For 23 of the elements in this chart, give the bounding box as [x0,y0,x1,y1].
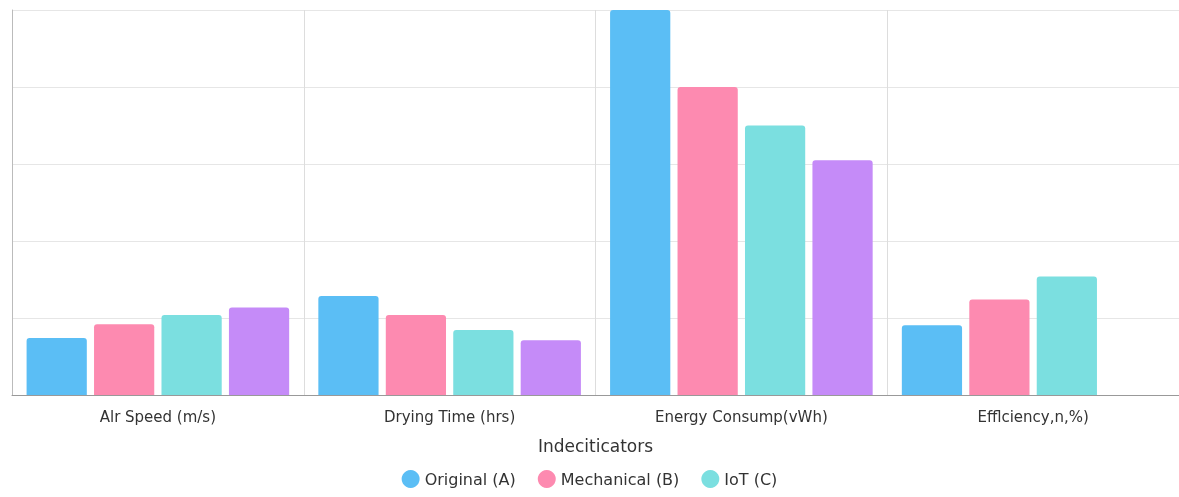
legend-label: Mechanical (B) [560,469,680,489]
x-tick-label: Energy Consump(vWh) [654,407,828,426]
x-tick-label: Drying Time (hrs) [384,407,516,426]
legend-label: Original (A) [424,469,516,489]
bar [161,314,222,395]
bar [453,329,514,395]
x-axis-title: Indeciticators [537,435,654,456]
bar [94,324,155,395]
bar [385,314,447,395]
bar [26,338,87,395]
bar [812,160,873,395]
bar [677,87,738,395]
bar [744,125,806,395]
x-tick-label: Efflciency,n,%) [977,407,1089,426]
legend-label: IoT (C) [724,469,778,489]
bar [610,10,671,395]
bar [318,296,379,395]
bar [520,340,581,395]
bar [901,325,963,395]
bar [969,299,1030,395]
bar [1036,276,1097,395]
x-tick-label: Alr Speed (m/s) [99,407,217,426]
bar [228,307,290,395]
